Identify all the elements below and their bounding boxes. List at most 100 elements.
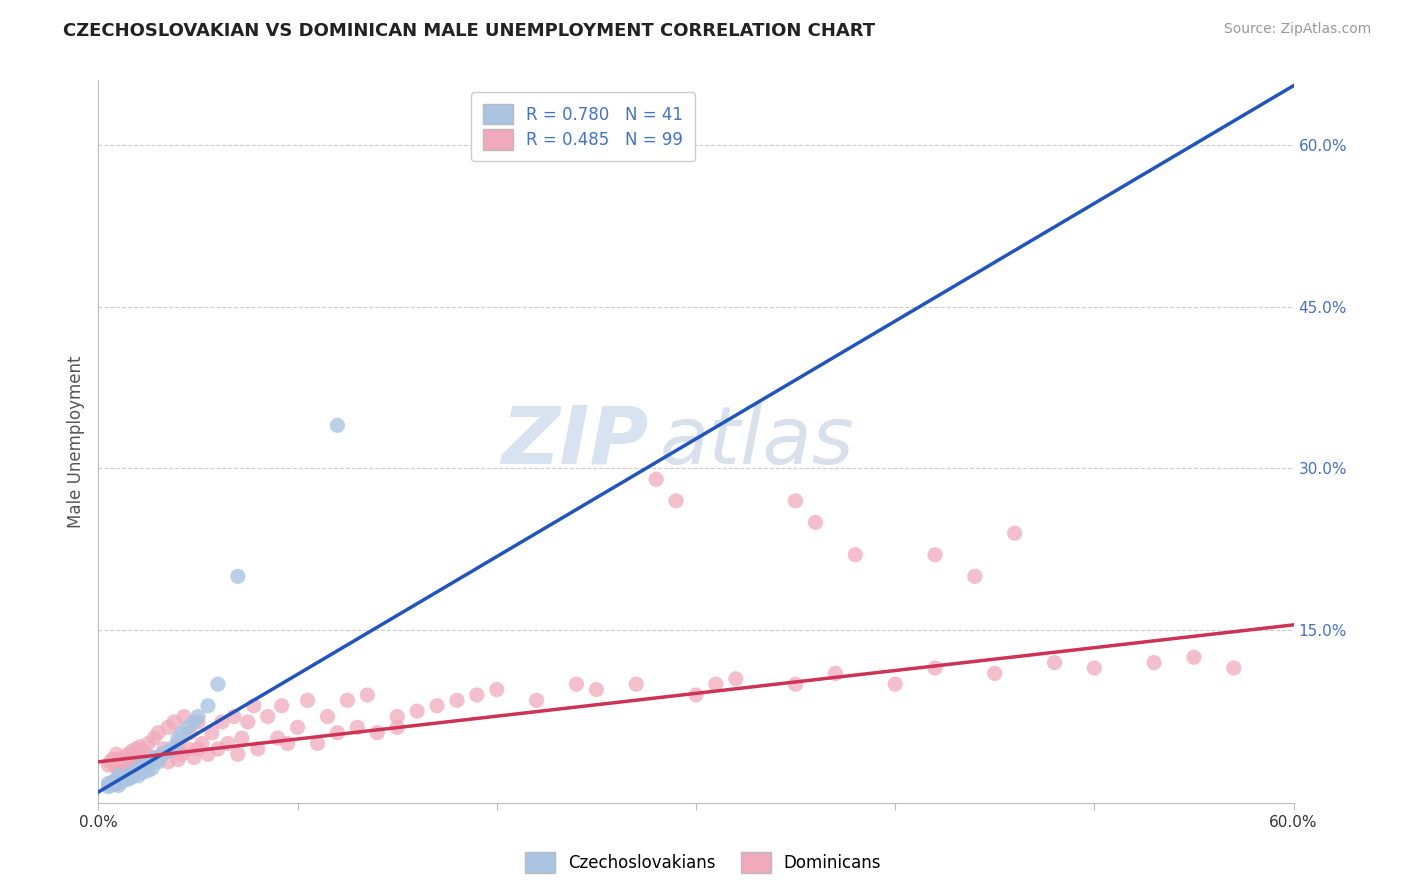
Point (167, 737, 190, 751)
Point (1182, 650, 1205, 665)
Point (665, 493, 688, 508)
Point (117, 772, 139, 786)
Point (107, 779, 129, 793)
Point (97, 758, 120, 772)
Point (98, 755, 122, 769)
Point (179, 725, 201, 739)
Point (924, 661, 946, 675)
Y-axis label: Male Unemployment: Male Unemployment (66, 355, 84, 528)
Point (187, 742, 209, 756)
Point (183, 750, 205, 764)
Point (356, 688, 378, 702)
Point (385, 720, 409, 734)
Point (121, 769, 143, 783)
Point (101, 753, 124, 767)
Point (172, 747, 194, 762)
Point (366, 725, 388, 739)
Point (217, 737, 239, 751)
Point (127, 761, 149, 775)
Point (121, 744, 143, 758)
Point (287, 720, 309, 734)
Point (446, 693, 468, 707)
Point (163, 714, 186, 729)
Text: Source: ZipAtlas.com: Source: ZipAtlas.com (1223, 22, 1371, 37)
Point (297, 693, 319, 707)
Point (984, 666, 1007, 681)
Point (267, 731, 290, 745)
Point (1223, 661, 1246, 675)
Point (117, 761, 139, 775)
Point (207, 742, 229, 756)
Point (120, 753, 142, 767)
Point (804, 516, 827, 530)
Point (465, 688, 488, 702)
Text: atlas: atlas (661, 402, 855, 481)
Point (105, 776, 128, 790)
Point (124, 758, 146, 772)
Point (565, 677, 588, 691)
Point (148, 753, 170, 767)
Point (406, 704, 429, 718)
Point (103, 758, 125, 772)
Point (136, 758, 159, 772)
Text: ZIP: ZIP (501, 402, 648, 481)
Point (187, 709, 209, 723)
Point (117, 769, 139, 783)
Point (177, 720, 200, 734)
Point (172, 725, 194, 739)
Point (277, 737, 299, 751)
Point (98, 779, 122, 793)
Point (97, 780, 120, 794)
Point (326, 418, 349, 433)
Point (131, 765, 153, 780)
Point (211, 714, 233, 729)
Point (243, 698, 266, 713)
Point (173, 709, 195, 723)
Point (270, 698, 292, 713)
Point (115, 755, 138, 769)
Point (326, 725, 349, 739)
Point (645, 472, 668, 486)
Point (141, 761, 163, 775)
Point (112, 772, 135, 786)
Point (201, 725, 224, 739)
Point (256, 709, 278, 723)
Point (1043, 656, 1066, 670)
Point (385, 709, 409, 723)
Point (246, 742, 269, 756)
Point (107, 764, 129, 778)
Point (157, 755, 180, 769)
Point (307, 737, 329, 751)
Point (785, 677, 807, 691)
Point (120, 766, 142, 780)
Point (129, 739, 152, 754)
Point (111, 774, 134, 789)
Point (824, 666, 846, 681)
Point (197, 747, 219, 762)
Point (163, 739, 186, 754)
Point (963, 569, 986, 583)
Point (136, 764, 159, 778)
Point (127, 755, 149, 769)
Point (143, 731, 166, 745)
Point (103, 774, 125, 789)
Point (120, 771, 142, 785)
Point (136, 737, 159, 751)
Point (177, 742, 200, 756)
Point (685, 688, 707, 702)
Point (924, 548, 946, 562)
Point (1004, 526, 1026, 541)
Point (884, 677, 907, 691)
Legend: Czechoslovakians, Dominicans: Czechoslovakians, Dominicans (517, 846, 889, 880)
Point (131, 758, 153, 772)
Point (97, 776, 120, 790)
Point (704, 677, 727, 691)
Point (585, 682, 607, 697)
Point (111, 758, 134, 772)
Point (125, 742, 148, 756)
Point (207, 677, 229, 691)
Point (153, 742, 176, 756)
Point (148, 725, 170, 739)
Point (141, 750, 163, 764)
Point (167, 731, 190, 745)
